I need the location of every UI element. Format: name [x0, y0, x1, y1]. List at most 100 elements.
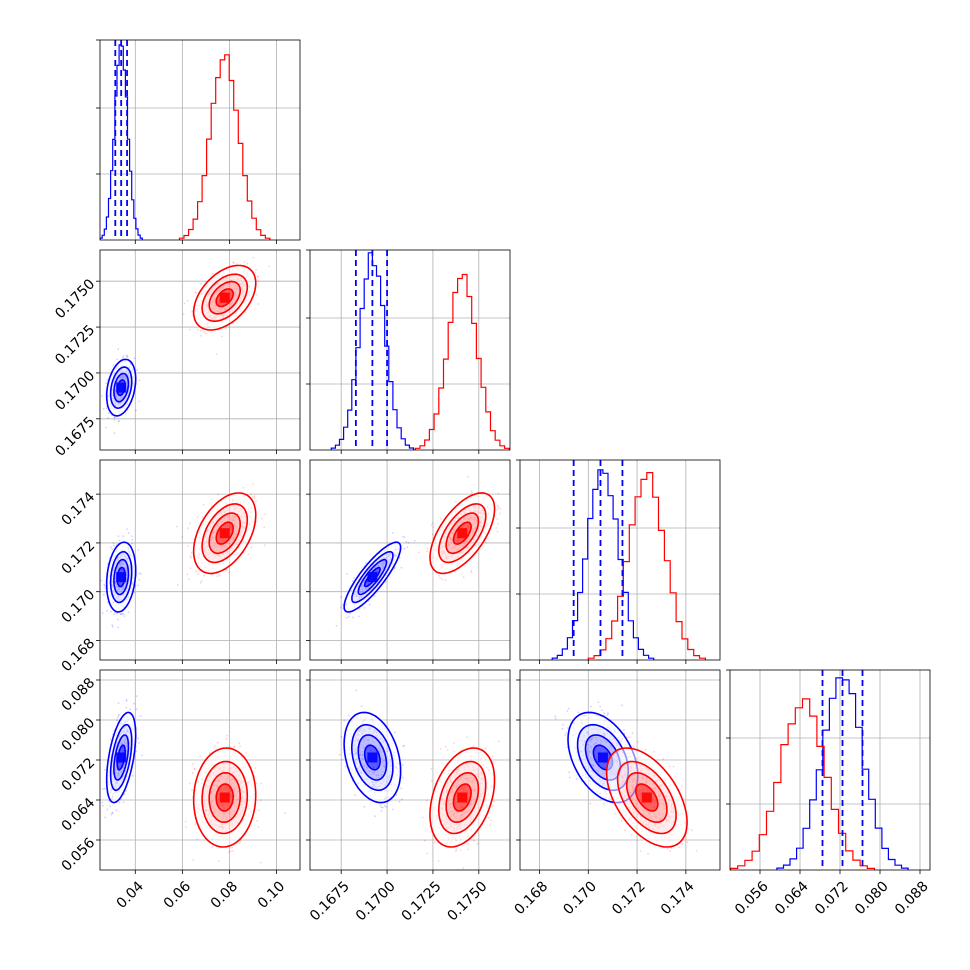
y-tick-label: 0.1725	[52, 322, 98, 368]
contour-0	[192, 264, 257, 331]
scatter-series-1	[176, 482, 266, 586]
panel-frame	[519, 669, 721, 871]
contour-2	[113, 734, 130, 781]
panel-frame	[519, 459, 721, 661]
panel-frame	[729, 669, 931, 871]
contour-0	[192, 747, 257, 848]
histogram-series-1	[178, 54, 271, 240]
histogram-series-1	[730, 698, 876, 870]
scatter-series-1	[182, 256, 271, 356]
x-tick-label: 0.1700	[353, 878, 399, 924]
contour-2	[625, 771, 668, 824]
contour-2	[208, 280, 241, 315]
histogram-panel-2	[516, 459, 721, 664]
contour-2	[445, 771, 480, 824]
scatter-panel-2-1	[306, 459, 511, 664]
y-tick-label: 0.1675	[52, 414, 98, 460]
contour-0	[429, 492, 496, 575]
contour-2	[445, 512, 480, 555]
x-tick-label: 0.172	[609, 878, 649, 918]
x-tick-label: 0.056	[732, 878, 772, 918]
x-tick-label: 0.04	[114, 878, 147, 911]
scatter-series-0	[335, 532, 416, 627]
x-tick-label: 0.1675	[307, 878, 353, 924]
y-tick-label: 0.168	[59, 635, 99, 675]
scatter-series-0	[101, 695, 144, 819]
contour-1	[109, 723, 133, 792]
x-tick-label: 0.080	[852, 878, 892, 918]
contour-1	[109, 366, 133, 410]
x-tick-label: 0.06	[161, 878, 194, 911]
x-tick-label: 0.1750	[445, 878, 491, 924]
scatter-panel-3-0	[96, 669, 301, 874]
histogram-series-0	[551, 469, 655, 660]
panel-frame	[309, 459, 511, 661]
contour-1	[201, 273, 249, 323]
contour-1	[437, 503, 487, 564]
y-tick-label: 0.072	[59, 755, 99, 795]
y-tick-label: 0.1700	[52, 368, 98, 414]
scatter-series-0	[338, 689, 406, 818]
y-tick-label: 0.174	[59, 489, 99, 529]
contour-2	[113, 558, 130, 596]
contour-0	[343, 541, 402, 613]
y-tick-label: 0.170	[59, 587, 99, 627]
contour-2	[357, 734, 388, 781]
contour-1	[616, 760, 677, 835]
histogram-series-0	[776, 677, 909, 870]
panel-frame	[309, 669, 511, 871]
histogram-series-0	[330, 252, 415, 450]
panel-frame	[99, 669, 301, 871]
histogram-panel-1	[306, 249, 511, 454]
scatter-series-1	[418, 475, 501, 582]
x-tick-label: 0.168	[512, 878, 552, 918]
scatter-panel-3-1	[306, 669, 511, 874]
scatter-series-0	[101, 348, 141, 434]
x-tick-label: 0.072	[812, 878, 852, 918]
contour-0	[105, 358, 137, 417]
x-tick-label: 0.088	[892, 878, 932, 918]
panel-frame	[99, 39, 301, 241]
histogram-panel-3	[726, 669, 931, 874]
contour-0	[192, 492, 257, 575]
contour-3	[363, 566, 381, 588]
contour-1	[437, 760, 487, 835]
y-tick-label: 0.172	[59, 538, 99, 578]
scatter-panel-1-0	[96, 249, 301, 454]
contour-3	[452, 521, 472, 545]
panel-frame	[99, 249, 301, 451]
y-tick-label: 0.1750	[52, 276, 98, 322]
y-tick-label: 0.080	[59, 715, 99, 755]
histogram-panel-0	[96, 39, 301, 244]
contour-3	[363, 744, 381, 771]
contour-1	[109, 550, 133, 604]
contour-2	[357, 558, 388, 596]
contour-2	[113, 372, 130, 403]
contour-2	[208, 512, 241, 555]
contour-1	[201, 503, 249, 564]
scatter-series-1	[421, 736, 500, 870]
scatter-series-1	[184, 734, 287, 864]
y-tick-label: 0.088	[59, 675, 99, 715]
contour-3	[635, 783, 659, 812]
histogram-series-1	[414, 273, 510, 450]
contour-0	[605, 747, 688, 848]
scatter-panel-3-2	[516, 669, 721, 874]
contour-1	[350, 723, 394, 792]
panel-frame	[99, 459, 301, 661]
contour-3	[452, 783, 472, 812]
contour-0	[105, 541, 137, 613]
contour-0	[429, 747, 496, 848]
scatter-series-1	[588, 736, 698, 855]
contour-1	[351, 550, 394, 604]
contour-3	[215, 521, 235, 545]
x-tick-label: 0.08	[208, 878, 241, 911]
y-tick-label: 0.056	[59, 835, 99, 875]
contour-0	[105, 711, 137, 804]
x-tick-label: 0.170	[560, 878, 600, 918]
contour-1	[201, 760, 249, 835]
x-tick-label: 0.10	[255, 878, 288, 911]
contour-0	[343, 711, 402, 804]
x-tick-label: 0.1725	[399, 878, 445, 924]
